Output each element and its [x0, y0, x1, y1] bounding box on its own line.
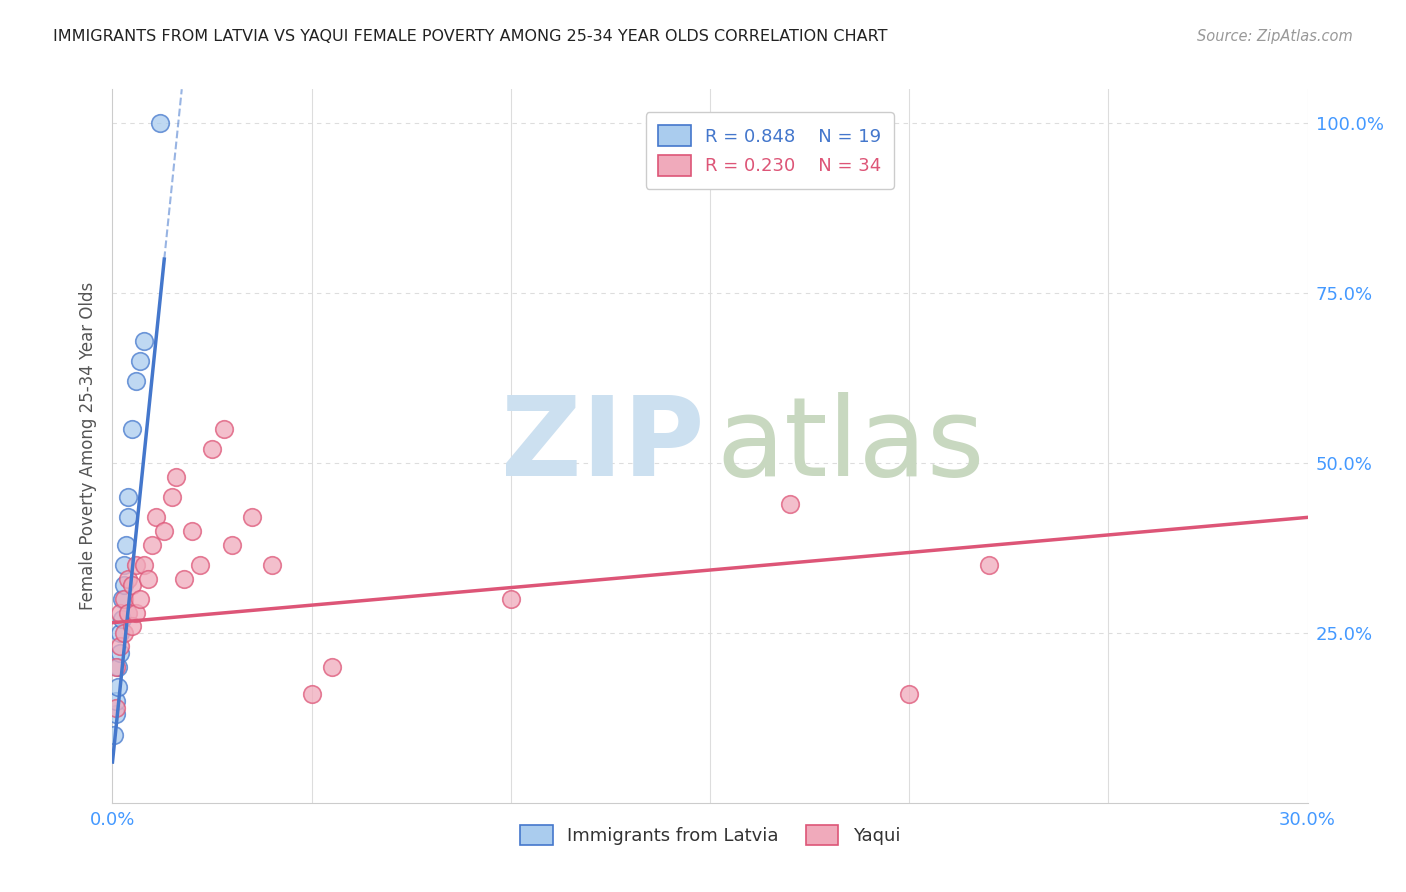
Point — [117, 606, 139, 620]
Point — [110, 640, 132, 654]
Point — [117, 510, 139, 524]
Point — [111, 612, 134, 626]
Point — [173, 572, 195, 586]
Point — [301, 687, 323, 701]
Point — [117, 572, 139, 586]
Point — [898, 687, 921, 701]
Point — [110, 626, 132, 640]
Point — [110, 646, 132, 660]
Point — [121, 578, 143, 592]
Point — [125, 558, 148, 572]
Point — [129, 354, 152, 368]
Point — [110, 606, 132, 620]
Point — [117, 490, 139, 504]
Text: atlas: atlas — [716, 392, 984, 500]
Legend: Immigrants from Latvia, Yaqui: Immigrants from Latvia, Yaqui — [510, 815, 910, 855]
Point — [977, 558, 1000, 572]
Point — [114, 558, 135, 572]
Point — [212, 422, 235, 436]
Point — [221, 537, 243, 551]
Point — [153, 524, 176, 538]
Point — [114, 626, 135, 640]
Point — [121, 422, 143, 436]
Point — [181, 524, 204, 538]
Point — [121, 619, 143, 633]
Point — [129, 591, 152, 606]
Text: Source: ZipAtlas.com: Source: ZipAtlas.com — [1197, 29, 1353, 44]
Point — [149, 116, 172, 130]
Point — [125, 606, 148, 620]
Point — [201, 442, 224, 457]
Point — [321, 660, 343, 674]
Point — [105, 694, 128, 708]
Point — [165, 469, 187, 483]
Point — [260, 558, 283, 572]
Text: IMMIGRANTS FROM LATVIA VS YAQUI FEMALE POVERTY AMONG 25-34 YEAR OLDS CORRELATION: IMMIGRANTS FROM LATVIA VS YAQUI FEMALE P… — [53, 29, 889, 44]
Point — [114, 591, 135, 606]
Point — [162, 490, 183, 504]
Point — [134, 558, 156, 572]
Point — [188, 558, 211, 572]
Point — [107, 680, 129, 694]
Point — [111, 591, 134, 606]
Y-axis label: Female Poverty Among 25-34 Year Olds: Female Poverty Among 25-34 Year Olds — [79, 282, 97, 610]
Point — [105, 660, 128, 674]
Point — [115, 537, 138, 551]
Point — [103, 728, 125, 742]
Point — [105, 707, 128, 722]
Point — [779, 497, 801, 511]
Text: ZIP: ZIP — [501, 392, 704, 500]
Point — [499, 591, 522, 606]
Point — [125, 375, 148, 389]
Point — [240, 510, 263, 524]
Point — [134, 334, 156, 348]
Point — [138, 572, 160, 586]
Point — [105, 700, 128, 714]
Point — [145, 510, 167, 524]
Point — [107, 660, 129, 674]
Point — [114, 578, 135, 592]
Point — [141, 537, 163, 551]
